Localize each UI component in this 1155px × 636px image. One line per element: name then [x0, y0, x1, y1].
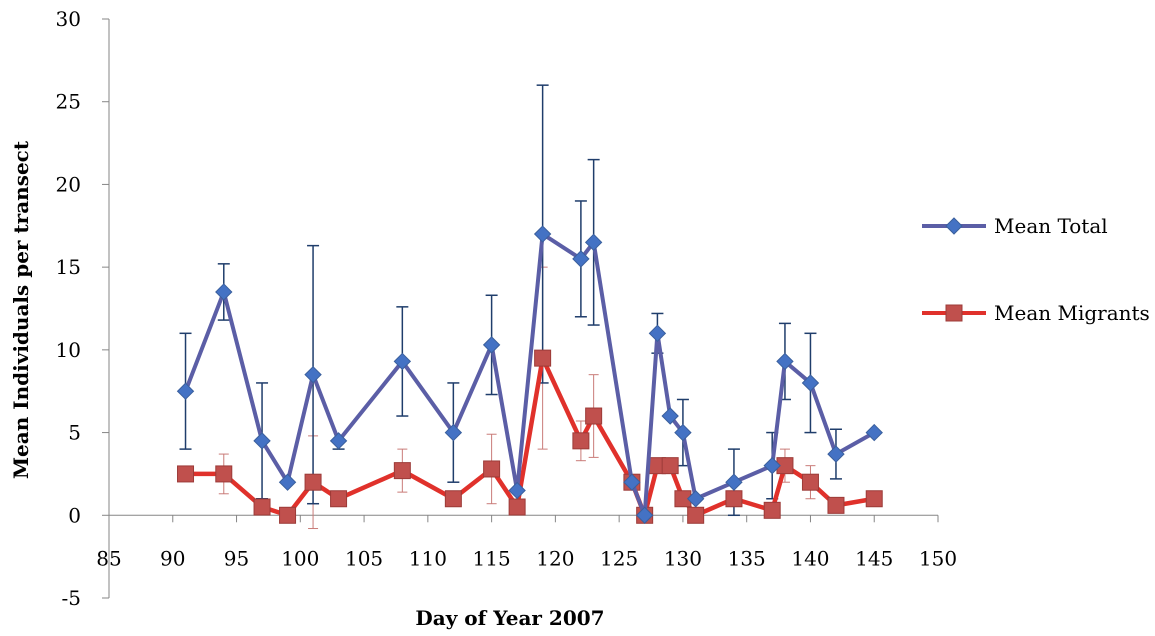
data-point-mean-migrants [865, 490, 883, 508]
x-tick-label: 85 [96, 546, 121, 570]
data-point-mean-migrants [330, 490, 348, 508]
x-tick-label: 125 [600, 546, 638, 570]
data-point-mean-total [686, 490, 705, 508]
y-tick-label: 30 [56, 7, 81, 31]
y-axis-label: Mean Individuals per transect [9, 140, 33, 479]
data-point-mean-migrants [827, 496, 845, 514]
legend-entry-mean-total: Mean Total [922, 214, 1108, 238]
x-tick-label: 140 [791, 546, 829, 570]
data-point-mean-total [329, 432, 348, 450]
data-point-mean-migrants [253, 498, 271, 516]
y-tick-label: 5 [68, 421, 81, 445]
y-tick-label: 15 [56, 255, 81, 279]
data-point-mean-total [176, 382, 195, 400]
x-axis-label: Day of Year 2007 [415, 606, 604, 630]
data-point-mean-total [533, 225, 552, 243]
data-point-mean-migrants [585, 407, 603, 425]
data-point-mean-total [635, 506, 654, 524]
data-point-mean-total [278, 473, 297, 491]
legend-label: Mean Total [994, 214, 1108, 238]
data-point-mean-total [482, 336, 501, 354]
data-point-mean-migrants [393, 462, 411, 480]
data-point-mean-migrants [304, 473, 322, 491]
x-tick-label: 110 [409, 546, 447, 570]
y-tick-label: 25 [56, 90, 81, 114]
data-point-mean-total [508, 481, 526, 500]
y-tick-label: 10 [56, 338, 81, 362]
data-point-mean-migrants [687, 506, 705, 524]
data-point-mean-total [304, 365, 322, 384]
data-point-mean-total [776, 352, 794, 371]
legend-label: Mean Migrants [994, 301, 1150, 325]
x-tick-label: 120 [536, 546, 574, 570]
data-point-mean-migrants [483, 460, 501, 478]
data-point-mean-migrants [801, 473, 819, 491]
y-tick-label: -5 [62, 586, 81, 610]
data-point-mean-migrants [215, 465, 233, 483]
y-tick-label: 0 [68, 503, 81, 527]
x-tick-label: 90 [160, 546, 185, 570]
data-point-mean-migrants [508, 498, 526, 516]
legend-marker [945, 304, 963, 322]
data-point-mean-migrants [661, 457, 679, 475]
data-point-mean-total [661, 407, 679, 425]
data-point-mean-total [763, 456, 781, 475]
data-point-mean-total [444, 423, 463, 442]
data-point-mean-total [584, 233, 603, 252]
data-point-mean-migrants [763, 501, 781, 519]
data-point-mean-total [393, 352, 412, 371]
axes [102, 18, 939, 599]
tick-labels: -5 0 5 10 15 20 25 30 85 90 95 100 105 110 115 120 125 13… [56, 7, 958, 610]
data-point-mean-total [623, 473, 641, 491]
data-point-mean-migrants [572, 432, 590, 450]
data-point-mean-total [215, 283, 233, 301]
data-point-mean-total [648, 324, 667, 343]
data-point-mean-migrants [444, 490, 462, 508]
x-tick-label: 150 [919, 546, 957, 570]
data-point-mean-total [801, 374, 820, 392]
data-point-mean-total [253, 432, 271, 450]
x-tick-label: 115 [473, 546, 511, 570]
data-point-mean-migrants [279, 506, 297, 524]
series-group [176, 225, 883, 524]
x-tick-label: 130 [664, 546, 702, 570]
series-line-mean-total [183, 232, 876, 518]
x-tick-label: 105 [345, 546, 383, 570]
data-point-mean-total [674, 423, 692, 442]
data-point-mean-migrants [534, 349, 552, 367]
x-tick-label: 145 [855, 546, 893, 570]
data-point-mean-migrants [177, 465, 195, 483]
legend-entry-mean-migrants: Mean Migrants [922, 301, 1150, 325]
y-tick-label: 20 [56, 172, 81, 196]
data-point-mean-total [865, 423, 883, 442]
legend: Mean Total Mean Migrants [922, 214, 1150, 325]
x-tick-label: 135 [728, 546, 766, 570]
data-point-mean-migrants [725, 490, 743, 508]
data-point-mean-total [827, 445, 845, 463]
legend-marker [945, 217, 963, 235]
data-point-mean-total [725, 473, 743, 491]
data-point-mean-total [572, 250, 590, 268]
x-tick-label: 100 [281, 546, 319, 570]
x-tick-label: 95 [224, 546, 249, 570]
